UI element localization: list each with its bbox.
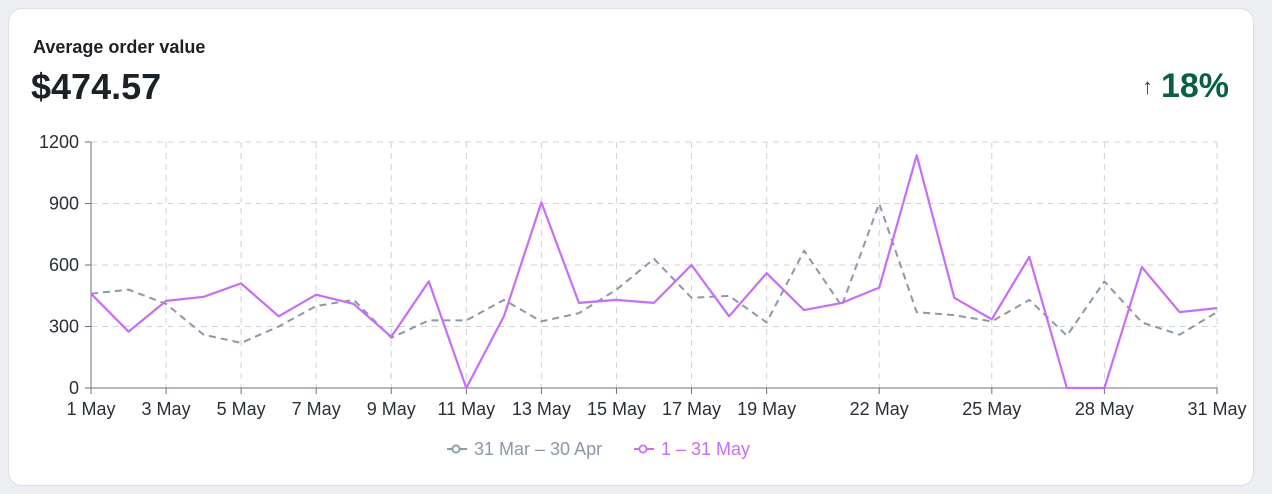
y-tick-label: 300 [49,317,79,337]
legend-item-current-marker [638,444,648,454]
metric-title: Average order value [33,37,206,57]
change-percent: 18% [1160,67,1229,105]
y-tick-label: 1200 [39,132,79,152]
y-tick-label: 0 [69,378,79,398]
x-tick-label: 1 May [66,399,115,419]
x-tick-label: 19 May [737,399,796,419]
change-indicator: ↑ 18% [1142,67,1229,106]
x-tick-label: 5 May [217,399,266,419]
x-tick-label: 17 May [662,399,721,419]
metric-value: $474.57 [31,66,162,107]
series-line-current [90,154,1218,390]
x-tick-label: 11 May [437,399,495,419]
legend-item-previous-label[interactable]: 31 Mar – 30 Apr [474,439,602,459]
x-tick-label: 25 May [962,399,1021,419]
arrow-up-icon: ↑ [1141,73,1153,99]
series-line-previous [90,202,1218,344]
x-tick-label: 28 May [1075,399,1134,419]
x-tick-label: 31 May [1187,399,1246,419]
legend-item-current-label[interactable]: 1 – 31 May [661,439,750,459]
legend-item-previous-marker [451,444,461,454]
x-tick-label: 22 May [850,399,909,419]
x-tick-label: 9 May [367,399,416,419]
x-tick-label: 3 May [142,399,191,419]
y-tick-label: 900 [49,194,79,214]
x-tick-label: 15 May [587,399,646,419]
y-tick-label: 600 [49,255,79,275]
x-tick-label: 13 May [512,399,571,419]
metric-card: Average order value $474.57 ↑ 18% [8,8,1254,486]
x-tick-label: 7 May [292,399,341,419]
